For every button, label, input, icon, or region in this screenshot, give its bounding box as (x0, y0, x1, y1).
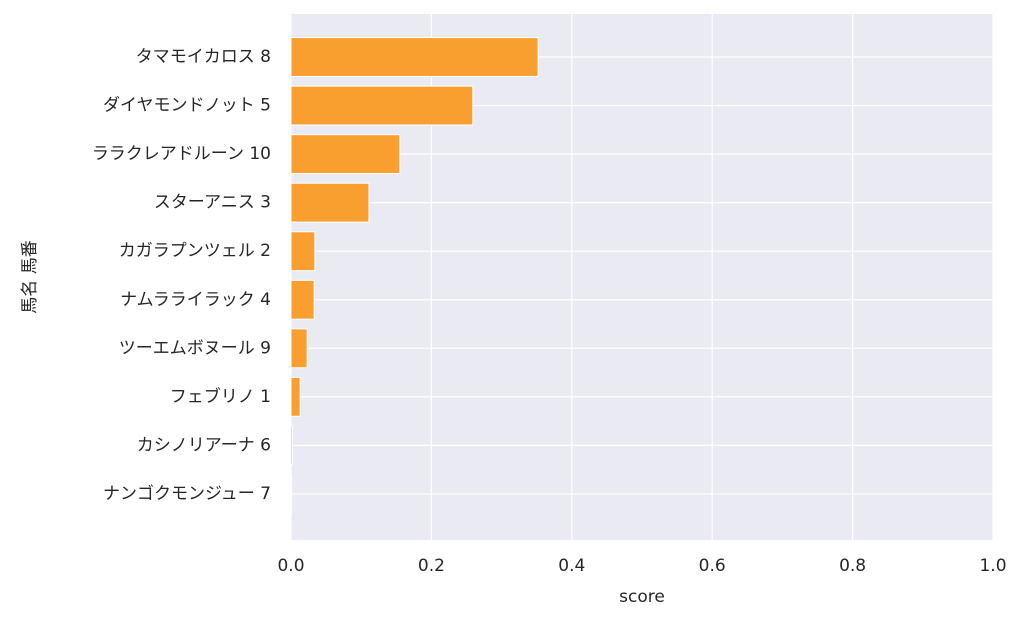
bar (290, 474, 293, 514)
y-tick-label: ナンゴクモンジュー 7 (103, 483, 271, 504)
bar (290, 376, 301, 417)
bar (290, 231, 316, 272)
y-tick-label: ナムラライラック 4 (120, 290, 271, 310)
y-tick-label: カシノリアーナ 6 (137, 435, 271, 455)
y-tick-label: カガラプンツェル 2 (119, 241, 271, 261)
y-tick-label: ララクレアドルーン 10 (92, 144, 271, 164)
bar (290, 279, 315, 320)
y-tick-label: ダイヤモンドノット 5 (103, 96, 271, 116)
y-tick-label: ツーエムボヌール 9 (119, 338, 271, 358)
bar (290, 182, 370, 223)
x-tick-label: 0.2 (418, 556, 445, 576)
x-tick-label: 0.6 (699, 556, 726, 576)
y-tick-label: フェブリノ 1 (170, 386, 271, 407)
bar (290, 425, 293, 466)
x-tick-label: 0.4 (558, 556, 585, 576)
y-axis-label: 馬名 馬番 (20, 240, 40, 313)
x-axis-label: score (619, 587, 665, 607)
x-tick-label: 0.0 (277, 556, 304, 576)
x-tick-label: 1.0 (979, 556, 1006, 576)
y-tick-label: タマモイカロス 8 (136, 47, 271, 67)
x-tick-label: 0.8 (839, 556, 866, 576)
y-tick-label: スターアニス 3 (154, 193, 271, 213)
bar (290, 134, 401, 175)
bar (290, 85, 474, 126)
bar (290, 328, 308, 369)
bar (290, 37, 539, 77)
